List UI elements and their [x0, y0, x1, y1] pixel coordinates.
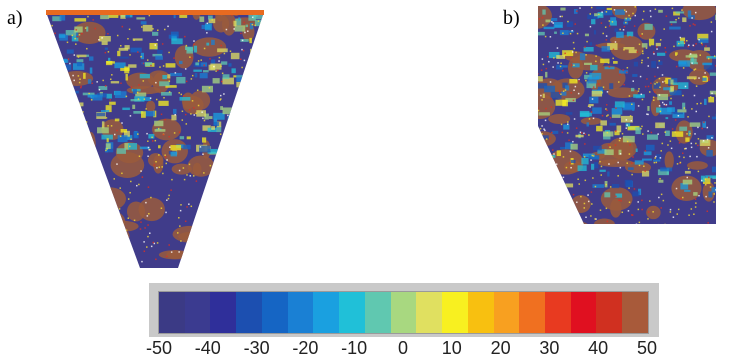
colorbar-swatch [390, 292, 417, 333]
panel-a-label: a) [7, 7, 23, 29]
colorbar-tick-label: -10 [341, 338, 368, 358]
colorbar-tick-label: -50 [145, 338, 173, 358]
colorbar-tick-label: 0 [397, 338, 409, 358]
colorbar-swatch [159, 292, 185, 333]
heatmap-a [46, 10, 264, 268]
colorbar-tick-label: 20 [490, 338, 511, 358]
panel-b-label: b) [503, 7, 520, 29]
colorbar-gradient [158, 291, 649, 334]
colorbar-swatch [236, 292, 262, 333]
colorbar-swatch [493, 292, 520, 333]
colorbar-swatch [467, 292, 494, 333]
colorbar-tick-label: -40 [194, 338, 221, 358]
colorbar-swatch [416, 292, 443, 333]
colorbar-tick-label: 40 [588, 338, 609, 358]
colorbar-swatch [545, 292, 571, 333]
colorbar-swatch [339, 292, 365, 333]
colorbar-swatch [596, 292, 623, 333]
colorbar-swatch [364, 292, 391, 333]
colorbar-swatch [442, 292, 468, 333]
colorbar-swatch [313, 292, 340, 333]
colorbar-swatch [184, 292, 211, 333]
colorbar-swatch [570, 292, 597, 333]
colorbar-swatch [210, 292, 237, 333]
colorbar-swatch [622, 292, 648, 333]
heatmap-top-edge [46, 10, 264, 15]
colorbar-tick-label: 50 [636, 338, 658, 358]
heatmap-b [538, 6, 716, 224]
colorbar-tick-label: 30 [539, 338, 560, 358]
colorbar [149, 283, 659, 337]
colorbar-tick-label: 10 [441, 338, 462, 358]
colorbar-swatch [287, 292, 314, 333]
colorbar-swatch [519, 292, 546, 333]
colorbar-tick-label: -30 [243, 338, 270, 358]
colorbar-swatch [261, 292, 288, 333]
colorbar-tick-label: -20 [292, 338, 319, 358]
